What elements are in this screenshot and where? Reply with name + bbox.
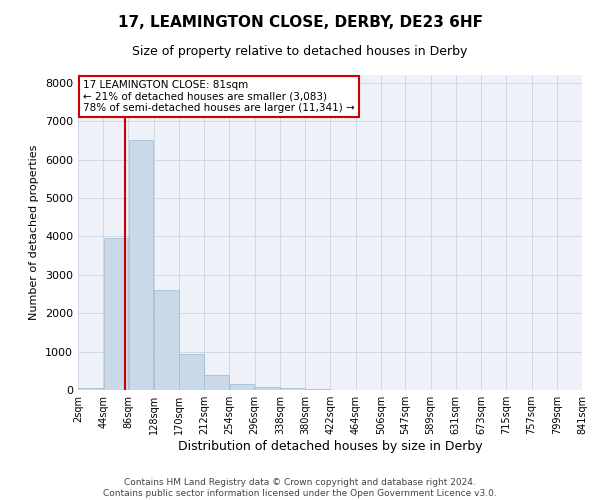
Y-axis label: Number of detached properties: Number of detached properties [29, 145, 40, 320]
Bar [280, 388, 305, 390]
Bar [255, 387, 280, 390]
Bar [154, 290, 179, 390]
Bar [179, 354, 204, 390]
Bar [104, 238, 128, 390]
X-axis label: Distribution of detached houses by size in Derby: Distribution of detached houses by size … [178, 440, 482, 453]
Text: 17 LEAMINGTON CLOSE: 81sqm
← 21% of detached houses are smaller (3,083)
78% of s: 17 LEAMINGTON CLOSE: 81sqm ← 21% of deta… [83, 80, 355, 113]
Text: Contains HM Land Registry data © Crown copyright and database right 2024.
Contai: Contains HM Land Registry data © Crown c… [103, 478, 497, 498]
Text: Size of property relative to detached houses in Derby: Size of property relative to detached ho… [133, 45, 467, 58]
Bar [230, 384, 254, 390]
Bar [205, 374, 229, 390]
Bar [129, 140, 154, 390]
Bar [79, 388, 103, 390]
Text: 17, LEAMINGTON CLOSE, DERBY, DE23 6HF: 17, LEAMINGTON CLOSE, DERBY, DE23 6HF [118, 15, 482, 30]
Bar [305, 389, 330, 390]
